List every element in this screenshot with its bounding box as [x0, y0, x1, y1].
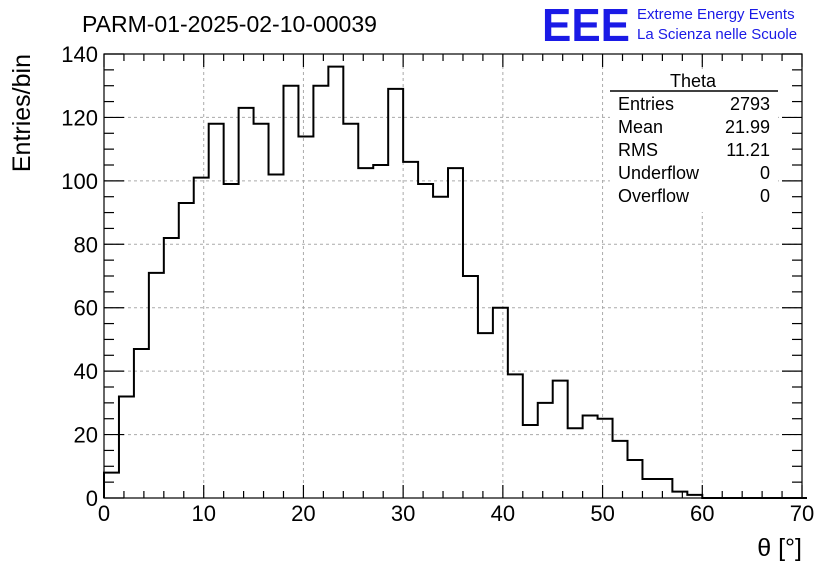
- x-tick-label: 60: [690, 501, 714, 526]
- y-tick-label: 60: [74, 296, 98, 321]
- y-axis-label: Entries/bin: [8, 54, 36, 172]
- stats-value-overflow: 0: [760, 186, 770, 206]
- stats-value-entries: 2793: [730, 94, 770, 114]
- x-tick-label: 50: [590, 501, 614, 526]
- logo-line-1: Extreme Energy Events: [637, 6, 795, 23]
- stats-value-mean: 21.99: [725, 117, 770, 137]
- y-tick-label: 120: [61, 105, 98, 130]
- stats-label-overflow: Overflow: [618, 186, 690, 206]
- x-tick-labels: 0 10 20 30 40 50 60 70: [98, 501, 814, 526]
- stats-value-rms: 11.21: [726, 140, 770, 160]
- x-tick-label: 20: [291, 501, 315, 526]
- y-tick-label: 80: [74, 232, 98, 257]
- chart-title: PARM-01-2025-02-10-00039: [82, 11, 377, 37]
- x-tick-label: 0: [98, 501, 110, 526]
- stats-label-rms: RMS: [618, 140, 658, 160]
- stats-box-title: Theta: [670, 71, 717, 91]
- stats-label-mean: Mean: [618, 117, 663, 137]
- histogram-series-theta: [103, 65, 807, 499]
- logo-line-2: La Scienza nelle Scuole: [637, 26, 797, 43]
- stats-label-entries: Entries: [618, 94, 674, 114]
- y-tick-label: 20: [74, 423, 98, 448]
- y-tick-label: 40: [74, 359, 98, 384]
- y-tick-label: 0: [86, 486, 98, 511]
- x-tick-label: 10: [191, 501, 215, 526]
- ticks-layer: [103, 53, 803, 499]
- y-tick-labels: 0 20 40 60 80 100 120 140: [61, 42, 98, 511]
- grid-layer: [104, 54, 802, 498]
- x-tick-label: 40: [491, 501, 515, 526]
- stats-box: Theta Entries 2793 Mean 21.99 RMS 11.21 …: [610, 71, 778, 212]
- y-tick-label: 100: [61, 169, 98, 194]
- x-axis-label: θ [°]: [757, 534, 802, 562]
- eee-logo-mark: EEE: [542, 0, 630, 51]
- x-tick-label: 30: [391, 501, 415, 526]
- x-tick-label: 70: [790, 501, 814, 526]
- stats-value-underflow: 0: [760, 163, 770, 183]
- y-tick-label: 140: [61, 42, 98, 67]
- stats-label-underflow: Underflow: [618, 163, 700, 183]
